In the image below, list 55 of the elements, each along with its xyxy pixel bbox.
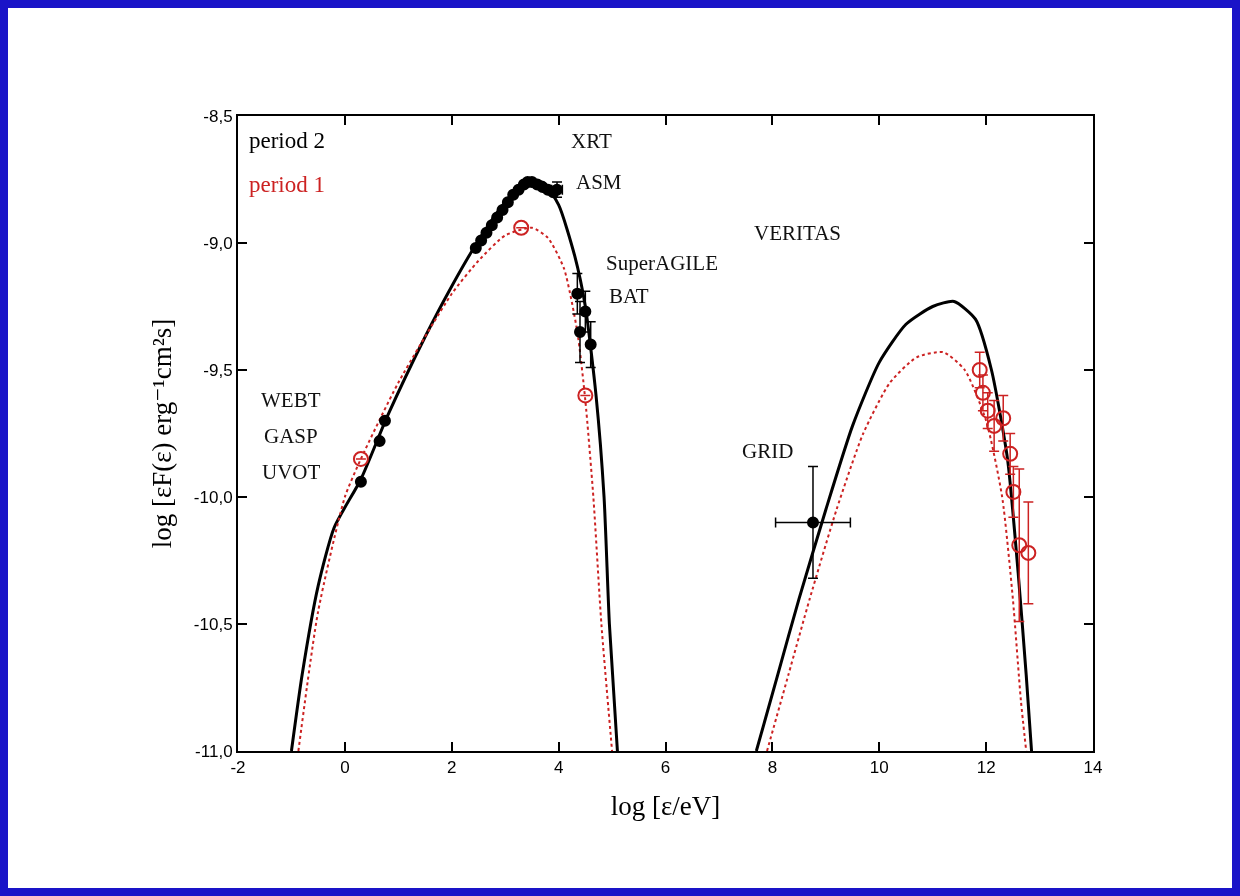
- point: [1005, 483, 1022, 500]
- x-tick-label: 6: [660, 758, 671, 778]
- point: [352, 450, 369, 467]
- point: [574, 325, 586, 338]
- y-tick-label: -10,0: [193, 487, 233, 507]
- annotation: SuperAGILE: [606, 251, 718, 275]
- annotation: GRID: [742, 439, 794, 463]
- point: [513, 219, 530, 236]
- x-tick-label: 10: [869, 758, 889, 778]
- y-tick-label: -8,5: [203, 106, 233, 126]
- point: [1011, 537, 1028, 554]
- y-tick-label: -9,5: [203, 360, 233, 380]
- annotation: ASM: [576, 170, 622, 194]
- x-tick-label: -2: [230, 758, 246, 778]
- x-tick-label: 2: [447, 758, 457, 778]
- y-tick-label: -10,5: [193, 614, 233, 634]
- point: [480, 226, 493, 239]
- point: [354, 475, 367, 488]
- point: [485, 219, 498, 232]
- x-tick-label: 8: [767, 758, 778, 778]
- point: [475, 234, 488, 247]
- annotation: XRT: [571, 129, 612, 153]
- x-tick-label: 14: [1083, 758, 1103, 778]
- point: [974, 384, 991, 401]
- y-axis-title: log [εF(ε) erg⁻¹cm²s]: [147, 318, 178, 549]
- annotation: UVOT: [262, 460, 321, 484]
- x-tick-label: 0: [340, 758, 350, 778]
- point: [979, 402, 996, 419]
- point: [378, 414, 391, 427]
- x-tick-label: 12: [976, 758, 996, 778]
- point: [577, 387, 594, 404]
- point: [501, 196, 514, 209]
- x-tick-label: 4: [553, 758, 564, 778]
- point: [496, 203, 509, 216]
- point: [995, 410, 1012, 427]
- annotation: GASP: [264, 424, 318, 448]
- point: [986, 417, 1003, 434]
- point: [571, 287, 584, 300]
- point: [806, 516, 819, 529]
- point: [579, 305, 592, 318]
- x-axis-title: log [ε/eV]: [610, 791, 721, 822]
- text: period 1: [249, 172, 326, 197]
- point: [491, 211, 504, 224]
- legend-label: period 2: [249, 128, 326, 153]
- annotation: BAT: [609, 284, 649, 308]
- y-tick-label: -11,0: [195, 741, 233, 761]
- point: [584, 338, 597, 351]
- annotation: VERITAS: [754, 221, 841, 245]
- y-tick-label: -9,0: [203, 233, 233, 253]
- point: [373, 435, 386, 448]
- point: [469, 242, 482, 255]
- point: [971, 362, 988, 378]
- point: [1020, 544, 1037, 561]
- point: [1002, 445, 1019, 462]
- annotation: WEBT: [261, 388, 321, 412]
